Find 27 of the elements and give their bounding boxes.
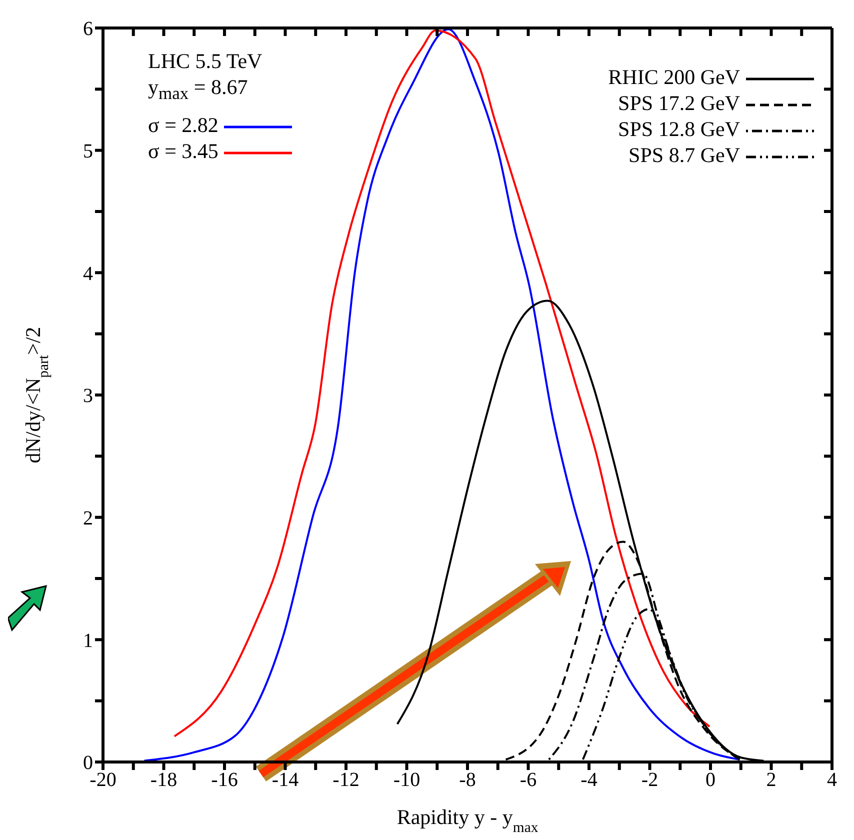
legend-label: σ = 3.45 xyxy=(148,139,218,164)
legend-label: σ = 2.82 xyxy=(148,113,218,138)
x-tick-label: -16 xyxy=(211,769,238,792)
annotation: y$_{max}$ = 8.67 xyxy=(148,74,249,106)
x-tick-label: -18 xyxy=(150,769,178,792)
x-tick-label: 0 xyxy=(706,769,716,792)
legend-label: RHIC 200 GeV xyxy=(608,65,740,89)
annotation: LHC 5.5 TeV xyxy=(148,48,264,74)
x-tick-label: -8 xyxy=(459,769,476,792)
x-tick-label: 2 xyxy=(766,769,776,792)
x-tick-label: -12 xyxy=(332,769,360,792)
y-tick-label: 5 xyxy=(83,140,93,162)
y-tick-label: 1 xyxy=(83,630,93,652)
y-tick-label: 3 xyxy=(83,385,93,408)
legend-label: SPS 12.8 GeV xyxy=(618,117,740,141)
y-tick-label: 4 xyxy=(83,262,93,285)
x-tick-label: 4 xyxy=(827,769,837,792)
legend-label: SPS 8.7 GeV xyxy=(628,143,740,167)
x-tick-label: -2 xyxy=(641,769,658,792)
x-tick-label: -10 xyxy=(393,769,420,792)
legend-label: SPS 17.2 GeV xyxy=(618,91,740,115)
x-axis-title: Rapidity y - y$_{max}$ xyxy=(396,805,539,836)
x-tick-label: -6 xyxy=(520,769,537,792)
y-tick-label: 2 xyxy=(83,507,93,530)
x-tick-label: -4 xyxy=(580,769,598,792)
y-tick-label: 6 xyxy=(83,18,93,40)
x-tick-label: -14 xyxy=(272,769,299,792)
